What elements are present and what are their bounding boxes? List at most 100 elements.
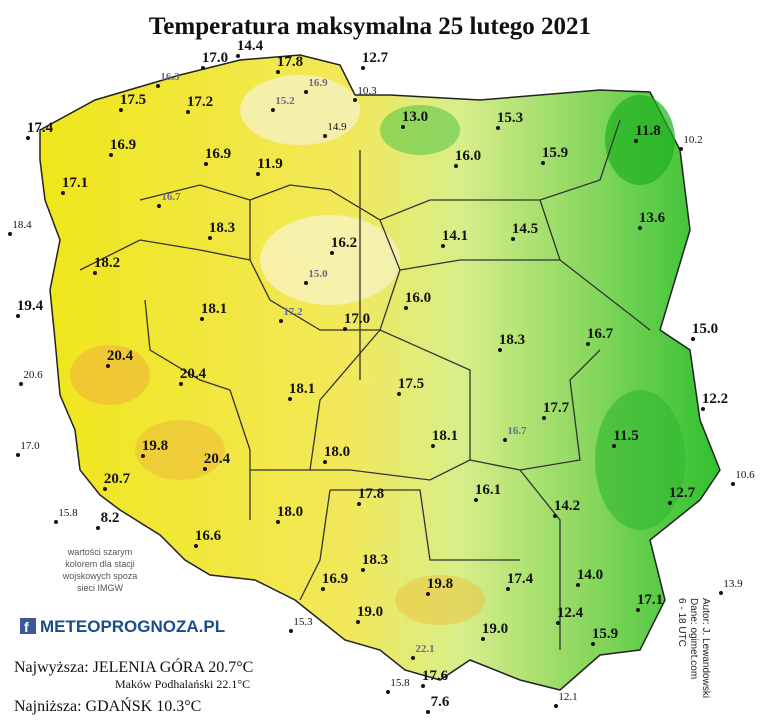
station-dot bbox=[426, 710, 430, 714]
station-value: 14.0 bbox=[577, 567, 603, 583]
cold-area bbox=[380, 105, 460, 155]
station-value: 17.7 bbox=[543, 400, 570, 416]
station-value: 15.3 bbox=[293, 616, 313, 628]
station-value: 16.6 bbox=[195, 528, 222, 544]
station-dot bbox=[200, 317, 204, 321]
station-dot bbox=[16, 314, 20, 318]
poland-outline bbox=[39, 54, 721, 691]
station-value: 14.4 bbox=[237, 38, 264, 54]
station-dot bbox=[386, 690, 390, 694]
station-value: 12.2 bbox=[702, 391, 728, 407]
station-value: 17.2 bbox=[187, 94, 213, 110]
station-value: 18.0 bbox=[324, 444, 350, 460]
station-dot bbox=[157, 204, 161, 208]
station-dot bbox=[397, 392, 401, 396]
lowest: Najniższa: GDAŃSK 10.3°C bbox=[14, 696, 201, 715]
station-dot bbox=[103, 487, 107, 491]
station-dot bbox=[304, 90, 308, 94]
station-value: 20.4 bbox=[204, 451, 231, 467]
station-value: 17.2 bbox=[283, 306, 303, 318]
station-value: 16.2 bbox=[331, 235, 357, 251]
station-dot bbox=[576, 583, 580, 587]
station-value: 18.0 bbox=[277, 504, 303, 520]
station-dot bbox=[542, 416, 546, 420]
station-dot bbox=[156, 84, 160, 88]
warm-area bbox=[70, 345, 150, 405]
station-dot bbox=[203, 467, 207, 471]
station-dot bbox=[404, 306, 408, 310]
station-value: 14.9 bbox=[327, 121, 347, 133]
station-value: 20.7 bbox=[104, 471, 131, 487]
station-dot bbox=[454, 164, 458, 168]
logo-icon bbox=[20, 618, 36, 634]
station-value: 12.1 bbox=[558, 691, 577, 703]
station-dot bbox=[19, 382, 23, 386]
station-dot bbox=[330, 251, 334, 255]
station-value: 16.9 bbox=[322, 571, 348, 587]
station-dot bbox=[201, 66, 205, 70]
station-dot bbox=[554, 704, 558, 708]
station-value: 16.7 bbox=[161, 191, 181, 203]
station-value: 17.1 bbox=[62, 175, 88, 191]
station-dot bbox=[361, 568, 365, 572]
station-dot bbox=[506, 587, 510, 591]
station-dot bbox=[553, 514, 557, 518]
station-dot bbox=[276, 70, 280, 74]
station-value: 22.1 bbox=[415, 643, 434, 655]
station-value: 16.0 bbox=[455, 148, 481, 164]
station-dot bbox=[96, 526, 100, 530]
station-value: 15.9 bbox=[592, 626, 618, 642]
station-dot bbox=[343, 327, 347, 331]
station-dot bbox=[668, 501, 672, 505]
station-value: 16.9 bbox=[308, 77, 328, 89]
station-value: 20.4 bbox=[107, 348, 134, 364]
station-dot bbox=[503, 438, 507, 442]
warm-area bbox=[135, 420, 225, 480]
station-value: 15.0 bbox=[308, 268, 328, 280]
station-dot bbox=[481, 637, 485, 641]
station-dot bbox=[421, 684, 425, 688]
station-dot bbox=[276, 520, 280, 524]
note-line: wojskowych spoza bbox=[62, 571, 138, 581]
station-value: 17.0 bbox=[344, 311, 370, 327]
station-value: 11.5 bbox=[613, 428, 638, 444]
station-value: 13.6 bbox=[639, 210, 666, 226]
station-value: 17.5 bbox=[398, 376, 424, 392]
station-dot bbox=[496, 126, 500, 130]
station-value: 16.7 bbox=[507, 425, 527, 437]
station-dot bbox=[54, 520, 58, 524]
station-value: 19.8 bbox=[427, 576, 453, 592]
station-value: 18.3 bbox=[499, 332, 525, 348]
note-line: wartości szarym bbox=[67, 547, 133, 557]
station-dot bbox=[612, 444, 616, 448]
station-dot bbox=[701, 407, 705, 411]
station-value: 10.3 bbox=[357, 85, 377, 97]
station-dot bbox=[731, 482, 735, 486]
warm-area bbox=[395, 575, 485, 625]
station-value: 18.3 bbox=[362, 552, 388, 568]
station-value: 15.8 bbox=[58, 507, 78, 519]
station-value: 18.2 bbox=[94, 255, 120, 271]
station-value: 17.4 bbox=[507, 571, 534, 587]
credit-line: Dane: ogimet.com bbox=[688, 598, 699, 679]
station-dot bbox=[204, 162, 208, 166]
station-value: 17.0 bbox=[20, 440, 40, 452]
station-value: 8.2 bbox=[101, 510, 120, 526]
station-dot bbox=[61, 191, 65, 195]
station-value: 12.4 bbox=[557, 605, 584, 621]
station-dot bbox=[109, 153, 113, 157]
station-dot bbox=[323, 134, 327, 138]
station-dot bbox=[511, 237, 515, 241]
station-value: 16.0 bbox=[405, 290, 431, 306]
station-value: 13.0 bbox=[402, 109, 428, 125]
station-value: 17.1 bbox=[637, 592, 663, 608]
station-value: 18.1 bbox=[201, 301, 227, 317]
station-value: 14.2 bbox=[554, 498, 580, 514]
station-dot bbox=[26, 136, 30, 140]
station-dot bbox=[256, 172, 260, 176]
station-value: 10.6 bbox=[735, 469, 755, 481]
station-value: 15.9 bbox=[542, 145, 568, 161]
station-value: 19.8 bbox=[142, 438, 168, 454]
station-value: 19.4 bbox=[17, 298, 44, 314]
station-dot bbox=[304, 281, 308, 285]
